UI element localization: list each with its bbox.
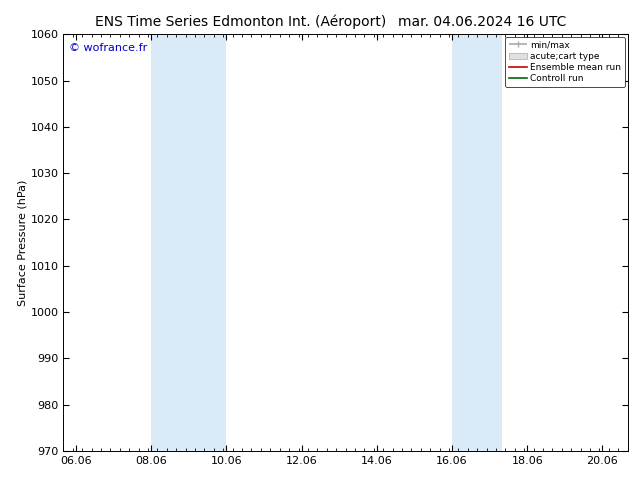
Text: © wofrance.fr: © wofrance.fr (69, 43, 147, 52)
Bar (477, 34, 502, 451)
Y-axis label: Surface Pressure (hPa): Surface Pressure (hPa) (18, 179, 28, 306)
Bar (452, 34, 477, 451)
Text: mar. 04.06.2024 16 UTC: mar. 04.06.2024 16 UTC (398, 15, 566, 29)
Bar (151, 34, 189, 451)
Bar (189, 34, 226, 451)
Text: ENS Time Series Edmonton Int. (Aéroport): ENS Time Series Edmonton Int. (Aéroport) (95, 15, 387, 29)
Legend: min/max, acute;cart type, Ensemble mean run, Controll run: min/max, acute;cart type, Ensemble mean … (505, 37, 625, 87)
